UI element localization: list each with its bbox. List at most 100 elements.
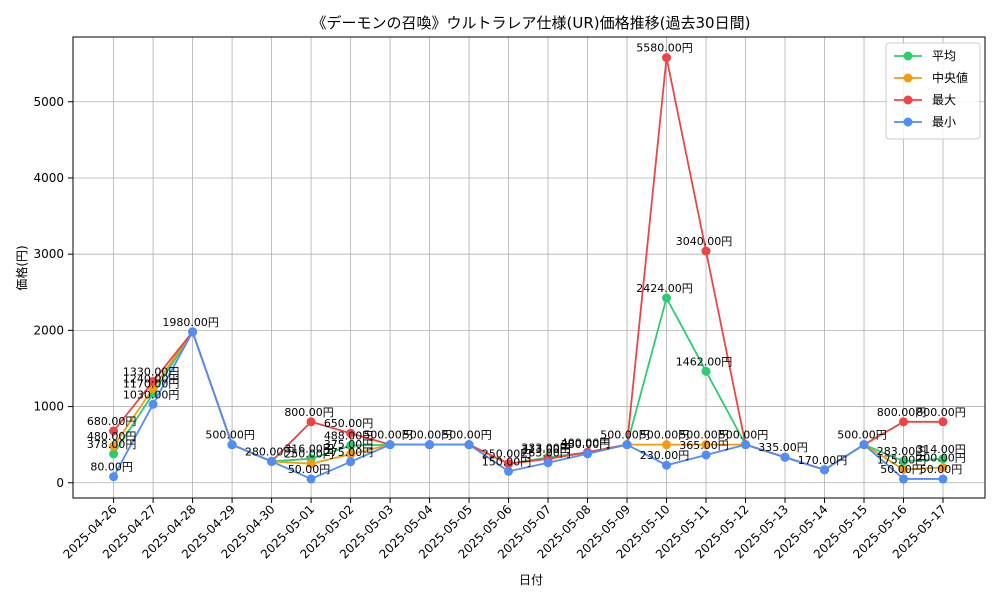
data-label: 375.00円 <box>324 438 374 451</box>
data-point <box>701 246 711 256</box>
data-point <box>938 417 948 427</box>
y-axis-title: 価格(円) <box>14 245 29 290</box>
data-label: 50.00円 <box>288 463 331 476</box>
data-point <box>148 399 158 409</box>
data-point <box>899 456 909 466</box>
y-tick-label: 0 <box>56 476 64 490</box>
data-label: 500.00円 <box>442 429 492 442</box>
data-label: 250.00円 <box>284 448 334 461</box>
y-tick-label: 1000 <box>33 400 64 414</box>
data-point <box>701 440 711 450</box>
data-label: 314.00円 <box>916 443 966 456</box>
data-point <box>109 472 119 482</box>
data-point <box>662 460 672 470</box>
data-label: 1980.00円 <box>162 316 219 329</box>
data-point <box>504 459 514 469</box>
legend-label: 最小 <box>932 115 956 129</box>
data-point <box>425 440 435 450</box>
data-point <box>938 463 948 473</box>
data-point <box>346 457 356 467</box>
data-point <box>148 383 158 393</box>
data-point <box>109 449 119 459</box>
data-point <box>306 459 316 469</box>
data-point <box>899 464 909 474</box>
data-label: 283.00円 <box>877 445 927 458</box>
data-point <box>899 417 909 427</box>
data-label: 250.00円 <box>482 448 532 461</box>
y-tick-label: 2000 <box>33 323 64 337</box>
data-point <box>109 441 119 451</box>
data-label: 80.00円 <box>90 461 133 474</box>
data-label: 500.00円 <box>403 429 453 442</box>
data-label: 1240.00円 <box>123 372 180 385</box>
data-label: 680.00円 <box>87 415 137 428</box>
data-label: 500.00円 <box>837 429 887 442</box>
legend-box <box>885 42 981 140</box>
data-label: 1462.00円 <box>676 355 733 368</box>
series-lines <box>109 53 948 484</box>
data-label: 500.00円 <box>205 429 255 442</box>
data-label: 380.00円 <box>561 438 611 451</box>
data-label: 313.00円 <box>521 443 571 456</box>
data-label: 333.00円 <box>521 441 571 454</box>
data-label: 365.00円 <box>679 439 729 452</box>
data-label: 1330.00円 <box>123 365 180 378</box>
legend-marker <box>903 51 913 61</box>
data-point <box>662 53 672 63</box>
data-point <box>267 456 277 466</box>
data-label: 230.00円 <box>640 449 690 462</box>
data-label: 500.00円 <box>640 429 690 442</box>
legend-marker <box>903 117 913 127</box>
data-point <box>464 440 474 450</box>
legend-label: 中央値 <box>932 70 968 85</box>
data-point <box>346 441 356 451</box>
grid-lines <box>73 37 985 498</box>
series-line <box>112 57 943 471</box>
data-label: 500.00円 <box>719 429 769 442</box>
legend-item: 最小 <box>894 115 956 129</box>
data-label: 3040.00円 <box>676 235 733 248</box>
data-label: 650.00円 <box>324 417 374 430</box>
legend-marker <box>903 73 913 83</box>
series-最大 <box>109 53 948 475</box>
legend-label: 最大 <box>932 93 956 107</box>
data-point <box>109 426 119 436</box>
plot-frame <box>72 36 986 499</box>
y-tick-label: 3000 <box>33 247 64 261</box>
data-point <box>148 376 158 386</box>
data-point <box>306 474 316 484</box>
data-point <box>385 440 395 450</box>
x-axis-title: 日付 <box>519 573 543 587</box>
data-label: 2424.00円 <box>636 282 693 295</box>
data-point <box>622 440 632 450</box>
data-label: 280.00円 <box>245 445 295 458</box>
data-label: 316.00円 <box>284 443 334 456</box>
data-point <box>188 327 198 337</box>
data-point <box>938 454 948 464</box>
data-label: 263.00円 <box>521 447 571 460</box>
data-label: 5580.00円 <box>636 42 693 55</box>
data-label: 1170.00円 <box>123 378 180 391</box>
data-point <box>662 293 672 303</box>
data-point <box>701 450 711 460</box>
data-point <box>741 440 751 450</box>
data-point <box>899 474 909 484</box>
legend-label: 平均 <box>932 49 956 63</box>
data-label: 400.00円 <box>561 436 611 449</box>
legend-item: 平均 <box>894 49 956 63</box>
data-label: 175.00円 <box>877 453 927 466</box>
data-point <box>780 452 790 462</box>
data-label: 50.00円 <box>880 463 923 476</box>
legend-item: 最大 <box>894 93 956 107</box>
data-point <box>820 465 830 475</box>
data-label: 275.00円 <box>324 446 374 459</box>
y-tick-label: 5000 <box>33 95 64 109</box>
data-point <box>346 428 356 438</box>
y-tick-label: 4000 <box>33 171 64 185</box>
data-point <box>701 366 711 376</box>
data-point <box>543 458 553 468</box>
